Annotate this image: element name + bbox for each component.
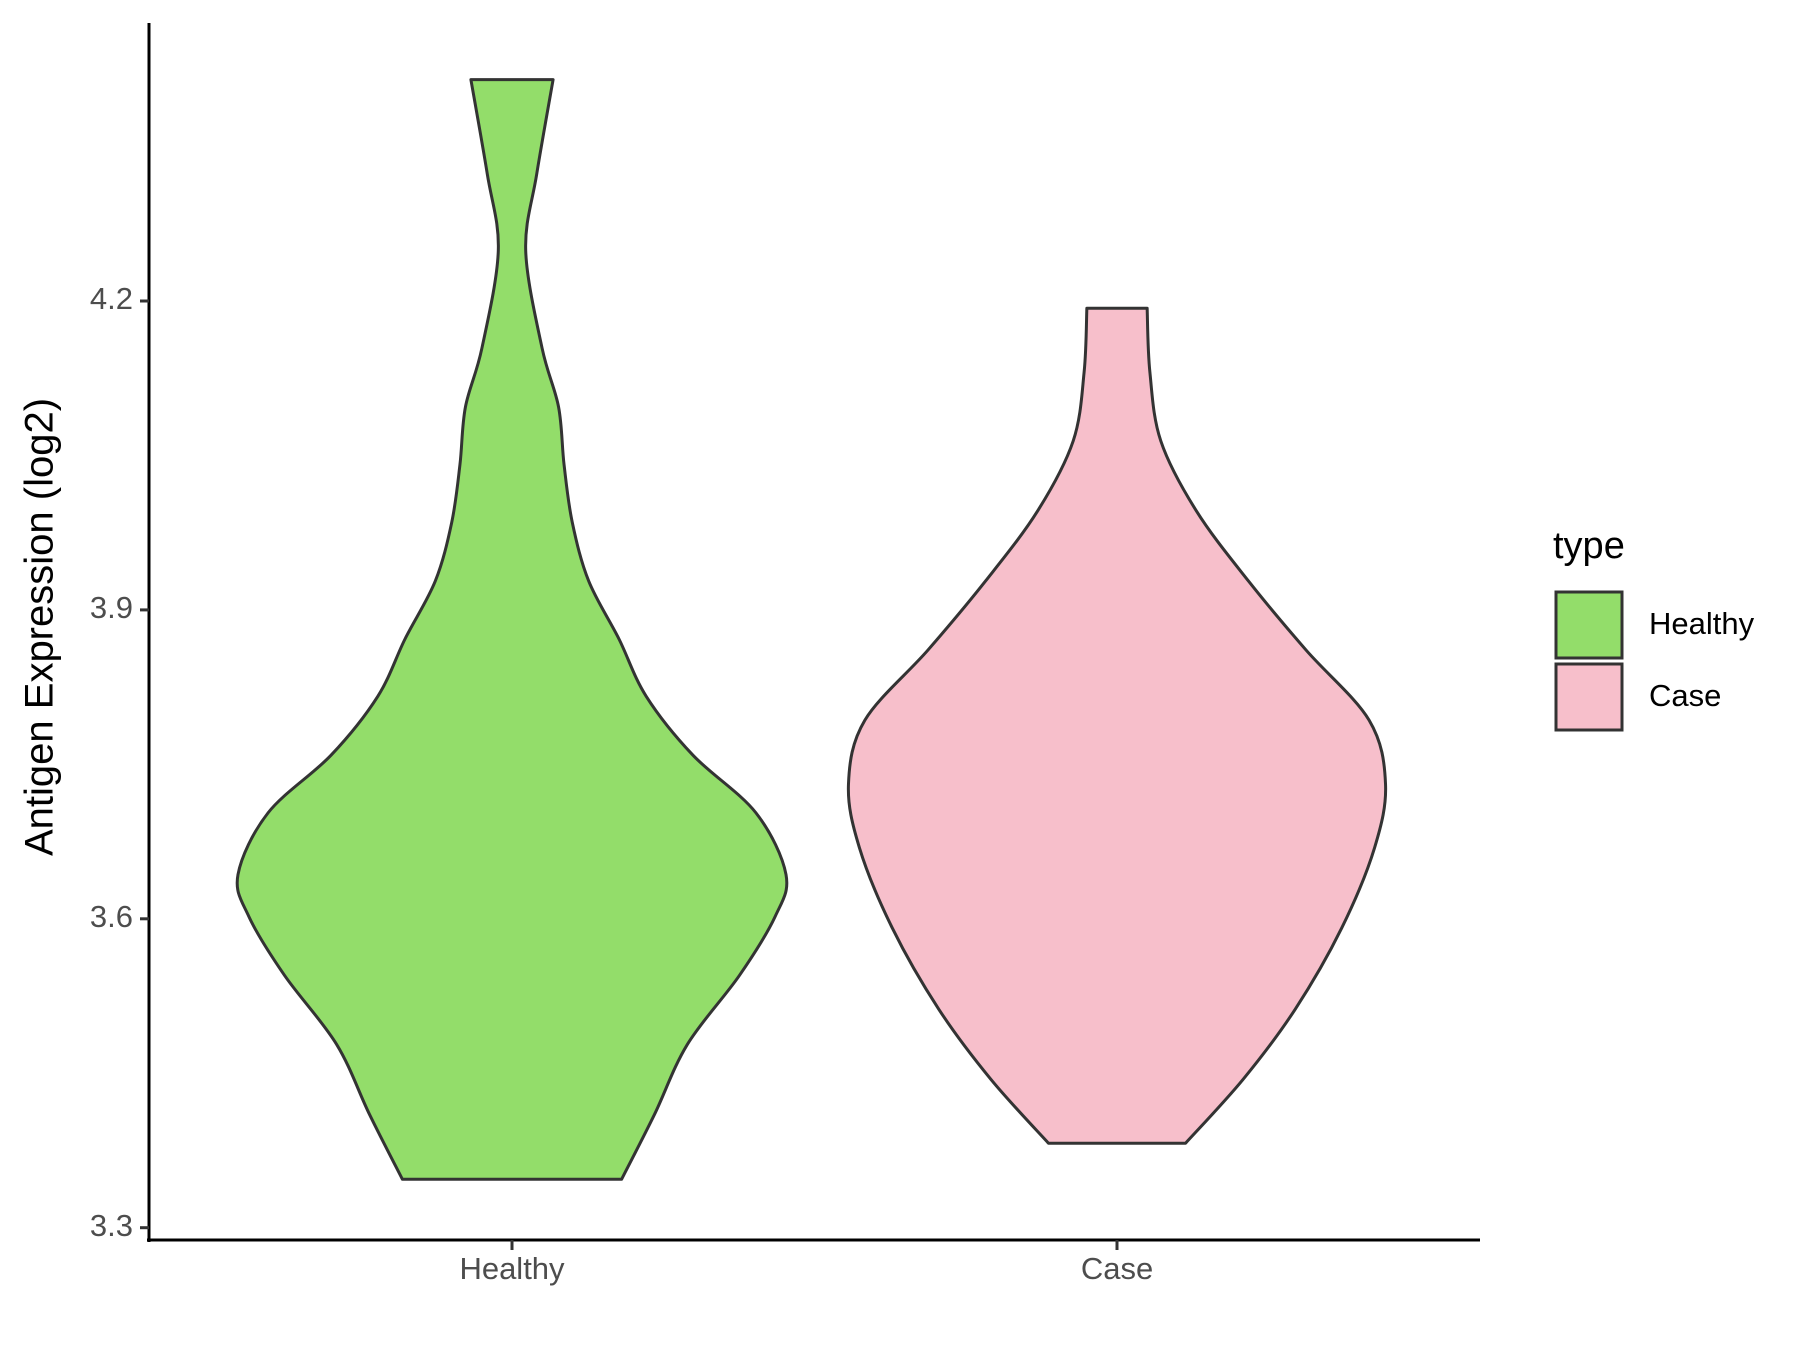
x-tick-label: Case bbox=[1081, 1251, 1153, 1286]
y-tick-label: 3.3 bbox=[90, 1208, 133, 1243]
y-axis-title: Antigen Expression (log2) bbox=[18, 398, 62, 856]
violin bbox=[846, 306, 1388, 1145]
legend-key bbox=[1554, 590, 1624, 660]
y-tick-label: 4.2 bbox=[90, 281, 133, 316]
legend-title: type bbox=[1553, 525, 1625, 567]
x-tick-label: Healthy bbox=[459, 1251, 565, 1286]
violin bbox=[235, 78, 789, 1181]
legend-label: Healthy bbox=[1649, 606, 1755, 641]
legend-label: Case bbox=[1649, 678, 1721, 713]
legend-key bbox=[1554, 662, 1624, 732]
y-tick-label: 3.9 bbox=[90, 590, 133, 625]
y-tick-label: 3.6 bbox=[90, 899, 133, 934]
